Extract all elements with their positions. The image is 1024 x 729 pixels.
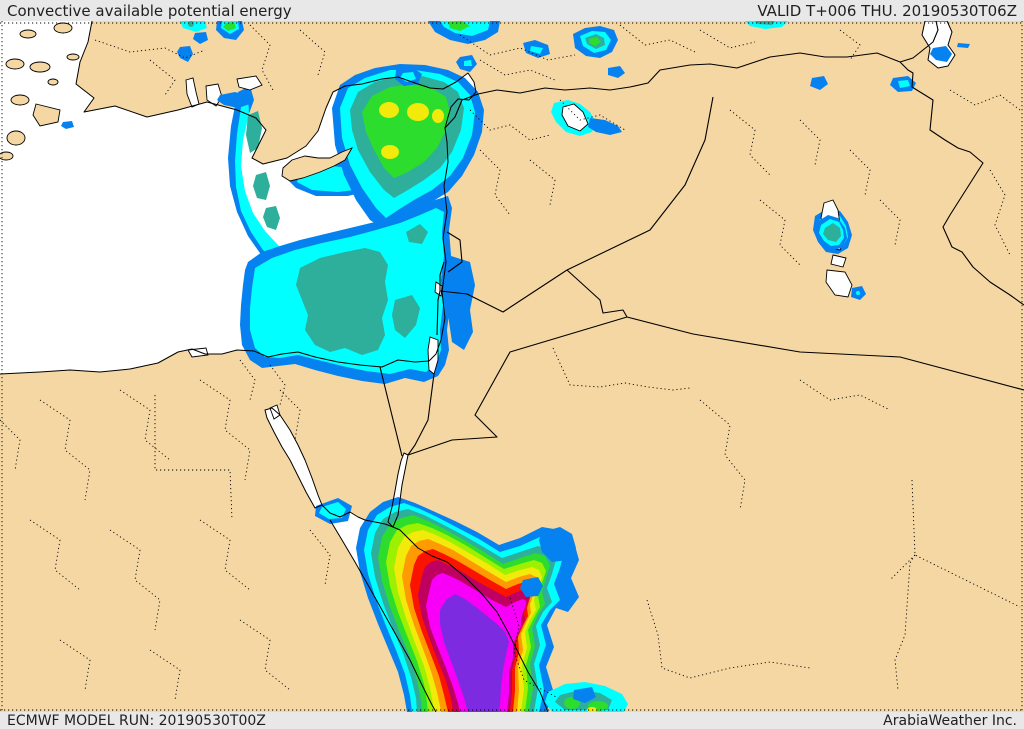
country-borders	[379, 21, 1024, 457]
aegean-island	[10, 94, 30, 106]
map-canvas	[0, 21, 1024, 712]
cape-cell-red-sea	[356, 497, 579, 712]
lake-razzaza	[825, 269, 853, 298]
cape-map	[0, 21, 1024, 712]
rhodes-island	[32, 103, 61, 127]
border-syria-iraq	[566, 96, 714, 271]
aegean-island	[47, 78, 59, 86]
border-turkey-syria-iraq	[444, 52, 901, 129]
border-egypt-israel	[379, 366, 403, 457]
aegean-island	[0, 151, 14, 161]
aegean-island	[29, 61, 51, 73]
border-lebanon-syria	[446, 231, 463, 273]
aegean-island	[66, 53, 80, 61]
aegean-island	[6, 130, 26, 146]
cape-cell-nw-syria	[332, 64, 484, 240]
border-jordan-river	[436, 261, 445, 336]
lake-ataturk	[561, 103, 589, 132]
aegean-island	[5, 58, 25, 70]
lake-aksehir	[236, 75, 263, 91]
border-syria-jordan	[439, 269, 568, 313]
islands	[0, 22, 354, 182]
cape-blob-west-arc	[228, 86, 292, 268]
border-jordan-iraq	[566, 269, 628, 318]
gulf-of-suez	[265, 408, 322, 508]
aegean-island	[53, 22, 73, 34]
cape-shading	[61, 21, 916, 712]
border-iraq-saudi	[626, 316, 1024, 391]
cyprus-island	[281, 147, 354, 182]
model-run-label: ECMWF MODEL RUN: 20190530T00Z	[7, 712, 266, 729]
border-jordan-saudi	[407, 316, 628, 456]
admin-borders	[0, 21, 1024, 712]
header-bar: Convective available potential energy VA…	[0, 0, 1024, 21]
attribution-label: ArabiaWeather Inc.	[883, 712, 1017, 729]
coastlines	[0, 21, 956, 712]
lake-habbaniyah	[830, 254, 847, 268]
parameter-title: Convective available potential energy	[7, 1, 292, 20]
delta-lagoon	[187, 347, 209, 358]
valid-time-label: VALID T+006 THU. 20190530T06Z	[757, 1, 1017, 20]
border-iraq-iran	[899, 61, 1024, 306]
aegean-island	[19, 29, 37, 39]
border-israel-jordan-south	[407, 373, 435, 456]
cape-cell-se-mediterranean	[240, 196, 475, 384]
footer-bar: ECMWF MODEL RUN: 20190530T00Z ArabiaWeat…	[0, 712, 1024, 729]
cape-cells-arabia	[315, 498, 628, 712]
cape-cells-turkey	[61, 21, 916, 136]
cape-over-lakes	[217, 43, 970, 250]
border-turkey-iran	[899, 21, 939, 63]
